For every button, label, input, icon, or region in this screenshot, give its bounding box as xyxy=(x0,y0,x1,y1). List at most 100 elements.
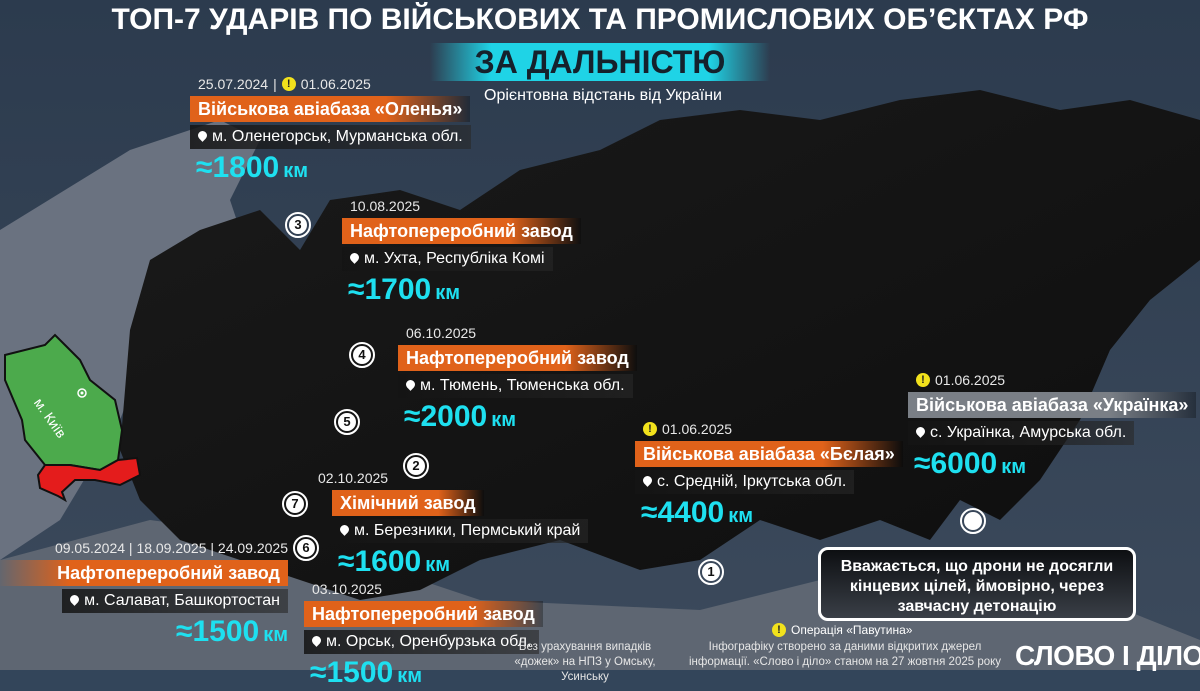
location-pin-icon xyxy=(404,378,417,391)
location-text: м. Березники, Пермський край xyxy=(354,522,581,539)
legend-label: Операція «Павутина» xyxy=(791,623,913,637)
strike-date: 25.07.2024 xyxy=(198,76,269,92)
strike-dates: 25.07.2024 |! 01.06.2025 xyxy=(198,75,471,93)
distance-unit: км xyxy=(728,505,754,527)
strike-target-label: Військова авіабаза «Українка» xyxy=(908,392,1197,418)
subtitle: Орієнтовна відстань від України xyxy=(484,87,722,104)
warning-icon: ! xyxy=(643,422,657,436)
strike-distance: ≈6000 км xyxy=(914,449,1196,482)
warning-icon: ! xyxy=(916,373,930,387)
strike-date: 03.10.2025 xyxy=(312,581,383,597)
distance-value: ≈6000 xyxy=(914,447,998,480)
footer-source: Інфографіку створено за даними відкритих… xyxy=(688,641,1002,668)
strike-location: м. Оленегорськ, Мурманська обл. xyxy=(190,125,471,149)
strike-target-label: Хімічний завод xyxy=(332,490,484,516)
brand-logo: СЛОВО І ДІЛО xyxy=(1015,640,1200,671)
map-marker-dot xyxy=(960,508,986,534)
strike-dates: 09.05.2024 | 18.09.2025 | 24.09.2025 xyxy=(5,539,288,557)
location-text: м. Орськ, Оренбурзька обл. xyxy=(326,633,532,650)
detonation-note: Вважається, що дрони не досягли кінцевих… xyxy=(818,547,1136,621)
distance-value: ≈1700 xyxy=(348,273,432,306)
strike-distance: ≈4400 км xyxy=(641,498,903,531)
strike-dates: ! 01.06.2025 xyxy=(916,371,1196,389)
strike-card: 10.08.2025 Нафтопереробний завод м. Ухта, … xyxy=(342,197,581,308)
map-marker-6: 6 xyxy=(293,535,319,561)
strike-card: 09.05.2024 | 18.09.2025 | 24.09.2025 Нафт… xyxy=(0,539,288,650)
title-banner: ЗА ДАЛЬНІСТЮ xyxy=(430,43,770,81)
strike-location: м. Орськ, Оренбурзька обл. xyxy=(304,630,540,654)
russia-land xyxy=(120,90,1200,600)
strike-target-label: Нафтопереробний завод xyxy=(342,218,581,244)
distance-unit: км xyxy=(397,665,423,687)
location-text: м. Тюмень, Тюменська обл. xyxy=(420,377,625,394)
warning-icon: ! xyxy=(772,623,786,637)
marker-number xyxy=(964,512,982,530)
marker-number: 3 xyxy=(289,216,307,234)
distance-unit: км xyxy=(283,160,309,182)
strike-card: 02.10.2025 Хімічний завод м. Березники, Пе… xyxy=(318,469,589,580)
distance-unit: км xyxy=(491,409,517,431)
strike-location: м. Ухта, Республіка Комі xyxy=(342,247,553,271)
strike-date: 02.10.2025 xyxy=(318,470,389,486)
distance-unit: км xyxy=(425,554,451,576)
page-title: ТОП-7 УДАРІВ ПО ВІЙСЬКОВИХ ТА ПРОМИСЛОВИ… xyxy=(111,3,1089,36)
distance-unit: км xyxy=(263,624,288,646)
strike-card: ! 01.06.2025 Військова авіабаза «Українка»… xyxy=(908,371,1197,482)
strike-location: м. Тюмень, Тюменська обл. xyxy=(398,374,633,398)
banner-text: ЗА ДАЛЬНІСТЮ xyxy=(474,44,726,80)
legend: ! Операція «Павутина» xyxy=(772,623,912,637)
location-text: м. Ухта, Республіка Комі xyxy=(364,250,545,267)
location-pin-icon xyxy=(914,425,927,438)
footer-disclaimer: Без урахування випадків «дожек» на НПЗ у… xyxy=(514,641,656,683)
map-marker-2: 2 xyxy=(403,453,429,479)
distance-unit: км xyxy=(1001,456,1027,478)
location-pin-icon xyxy=(338,523,351,536)
strike-date: 01.06.2025 xyxy=(300,76,371,92)
strike-target-label: Військова авіабаза «Бєлая» xyxy=(635,441,903,467)
location-pin-icon xyxy=(196,129,209,142)
ukraine-shape xyxy=(4,333,124,472)
strike-card: 06.10.2025 Нафтопереробний завод м. Тюмень… xyxy=(398,324,637,435)
distance-value: ≈1800 xyxy=(196,151,280,184)
location-text: с. Українка, Амурська обл. xyxy=(930,424,1127,441)
strike-dates: 03.10.2025 xyxy=(312,580,543,598)
map-marker-5: 5 xyxy=(334,409,360,435)
strike-target-label: Військова авіабаза «Оленья» xyxy=(190,96,471,122)
location-text: м. Салават, Башкортостан xyxy=(84,592,280,609)
strike-dates: 06.10.2025 xyxy=(406,324,637,342)
location-text: с. Средній, Іркутська обл. xyxy=(657,473,847,490)
strike-date: 09.05.2024 | 18.09.2025 | 24.09.2025 xyxy=(54,540,288,556)
strike-location: м. Салават, Башкортостан xyxy=(62,589,288,613)
strike-date: 10.08.2025 xyxy=(350,198,421,214)
strike-target-label: Нафтопереробний завод xyxy=(304,601,543,627)
marker-number: 4 xyxy=(353,346,371,364)
strike-date: 01.06.2025 xyxy=(935,372,1006,388)
strike-target-label: Нафтопереробний завод xyxy=(398,345,637,371)
strike-date: | xyxy=(273,76,277,92)
strike-card: 03.10.2025 Нафтопереробний завод м. Орськ,… xyxy=(304,580,543,691)
map-marker-7: 7 xyxy=(282,491,308,517)
location-text: м. Оленегорськ, Мурманська обл. xyxy=(212,128,463,145)
strike-location: с. Средній, Іркутська обл. xyxy=(635,470,855,494)
strike-location: с. Українка, Амурська обл. xyxy=(908,421,1135,445)
marker-number: 7 xyxy=(286,495,304,513)
location-pin-icon xyxy=(348,251,361,264)
distance-value: ≈1600 xyxy=(338,545,422,578)
strike-date: 01.06.2025 xyxy=(662,421,733,437)
location-pin-icon xyxy=(68,593,82,606)
warning-icon: ! xyxy=(281,77,296,91)
strike-location: м. Березники, Пермський край xyxy=(332,519,589,543)
distance-value: ≈4400 xyxy=(641,496,725,529)
strike-dates: 02.10.2025 xyxy=(318,469,588,487)
map-marker-4: 4 xyxy=(349,342,375,368)
strike-distance: ≈1800 км xyxy=(196,153,471,186)
marker-number: 2 xyxy=(407,457,425,475)
kyiv-marker xyxy=(77,388,87,398)
distance-value: ≈1500 xyxy=(175,615,260,648)
strike-target-label: Нафтопереробний завод xyxy=(0,560,288,586)
marker-number: 5 xyxy=(338,413,356,431)
strike-distance: ≈1700 км xyxy=(348,275,581,308)
strike-distance: ≈2000 км xyxy=(404,402,637,435)
strike-dates: 10.08.2025 xyxy=(350,197,581,215)
marker-number: 6 xyxy=(297,539,315,557)
